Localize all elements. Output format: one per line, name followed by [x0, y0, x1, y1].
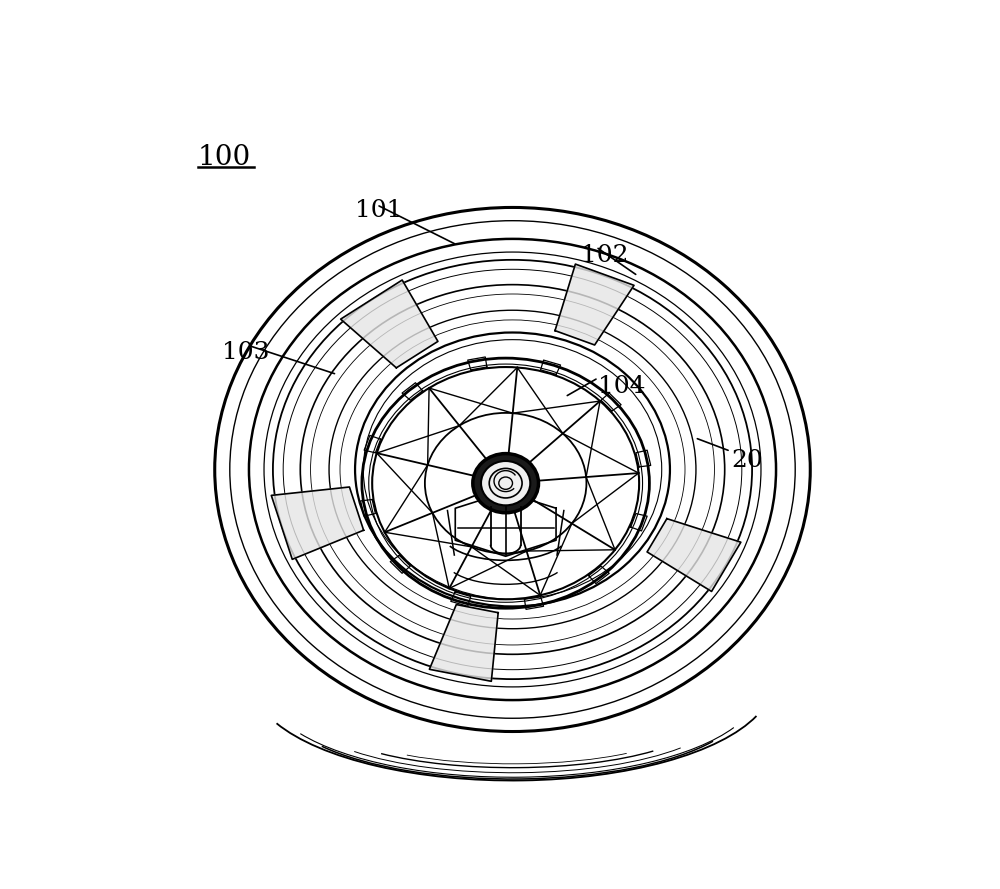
Polygon shape [647, 518, 741, 591]
Text: 103: 103 [222, 340, 269, 364]
Polygon shape [341, 280, 438, 368]
Ellipse shape [473, 453, 539, 513]
Polygon shape [429, 605, 498, 681]
Text: 102: 102 [581, 244, 628, 267]
Text: 20: 20 [732, 449, 763, 472]
Text: 100: 100 [198, 144, 251, 172]
Ellipse shape [481, 461, 530, 505]
Polygon shape [555, 264, 634, 345]
Text: 104: 104 [598, 375, 646, 398]
Text: 101: 101 [355, 199, 402, 222]
Polygon shape [271, 487, 364, 559]
